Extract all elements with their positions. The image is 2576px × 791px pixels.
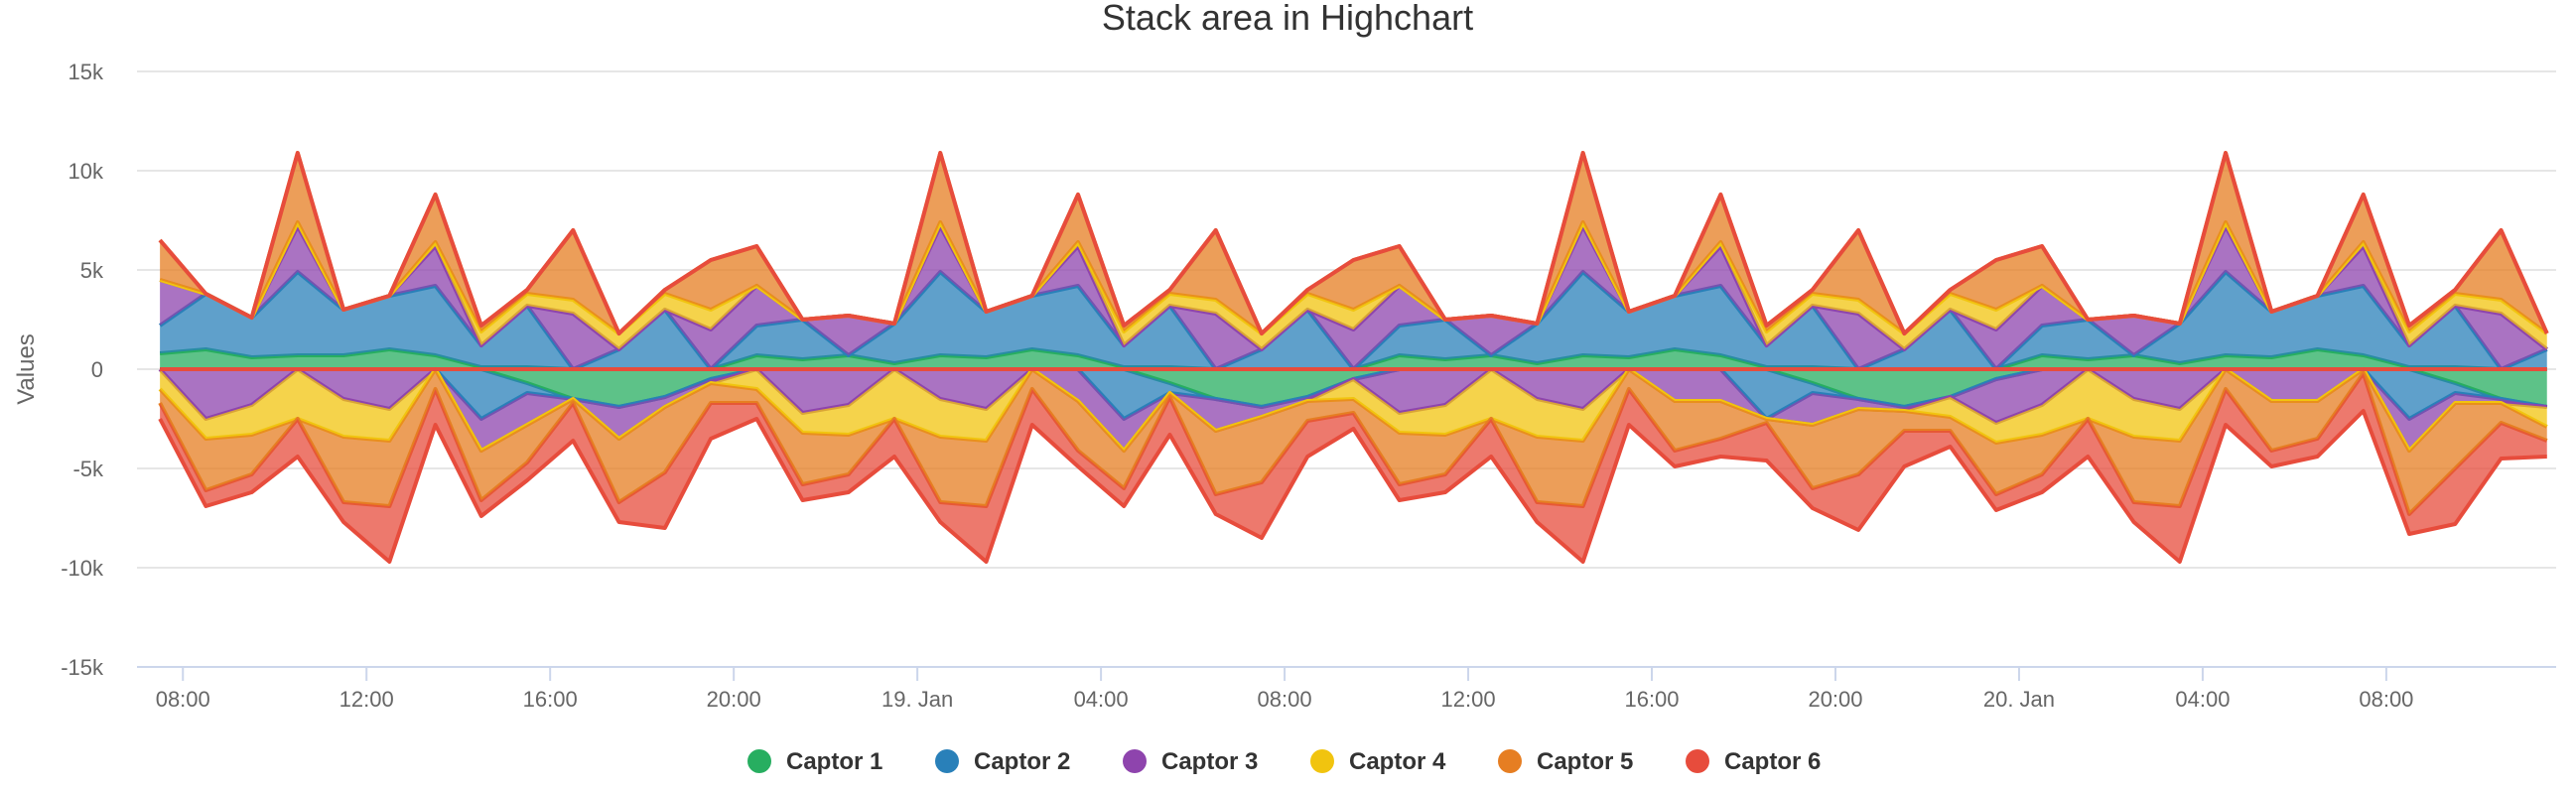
y-tick-label: -15k — [61, 655, 104, 680]
legend-item[interactable]: Captor 3 — [1123, 748, 1258, 775]
legend-marker — [747, 749, 771, 773]
x-tick-label: 20. Jan — [1983, 687, 2055, 712]
x-tick-label: 16:00 — [523, 687, 578, 712]
y-axis-label: Values — [13, 333, 40, 405]
plot-area — [158, 151, 2549, 564]
legend-label: Captor 2 — [974, 748, 1070, 775]
area-neg-4 — [160, 369, 2547, 451]
area-pos-4 — [160, 222, 2547, 349]
y-tick-label: 5k — [80, 258, 104, 283]
legend-label: Captor 5 — [1537, 748, 1633, 775]
x-tick-label: 08:00 — [2359, 687, 2413, 712]
x-tick-label: 20:00 — [707, 687, 761, 712]
x-tick-label: 04:00 — [2175, 687, 2230, 712]
line-neg-6 — [158, 409, 2547, 564]
y-axis: 15k 10k 5k 0 -5k -10k -15k — [61, 60, 104, 680]
y-tick-label: -5k — [72, 457, 104, 481]
line-neg-5 — [158, 371, 2548, 516]
y-tick-label: -10k — [61, 556, 104, 581]
line-neg-4 — [158, 367, 2548, 453]
legend-label: Captor 3 — [1161, 748, 1258, 775]
area-neg-1 — [160, 369, 2547, 407]
line-pos-6 — [158, 151, 2549, 335]
y-tick-label: 10k — [68, 159, 104, 184]
legend-item[interactable]: Captor 2 — [935, 748, 1070, 775]
x-tick-label: 19. Jan — [881, 687, 953, 712]
area-pos-5 — [160, 153, 2547, 333]
legend-marker — [1686, 749, 1709, 773]
area-neg-6 — [160, 373, 2547, 562]
x-tick-label: 08:00 — [156, 687, 210, 712]
area-neg-5 — [160, 369, 2547, 514]
area-pos-3 — [160, 226, 2547, 369]
area-pos-2 — [160, 272, 2547, 369]
legend-item[interactable]: Captor 5 — [1498, 748, 1633, 775]
x-tick-label: 04:00 — [1074, 687, 1129, 712]
legend-marker — [1498, 749, 1522, 773]
x-tick-label: 08:00 — [1258, 687, 1312, 712]
legend: Captor 1 Captor 2 Captor 3 Captor 4 Captor 5… — [747, 748, 1821, 775]
x-tick-label: 12:00 — [339, 687, 394, 712]
y-tick-label: 15k — [68, 60, 104, 84]
legend-item[interactable]: Captor 1 — [747, 748, 882, 775]
legend-marker — [935, 749, 959, 773]
chart-title: Stack area in Highchart — [1102, 0, 1473, 38]
x-tick-label: 16:00 — [1624, 687, 1679, 712]
legend-label: Captor 4 — [1349, 748, 1446, 775]
x-axis: 08:00 12:00 16:00 20:00 19. Jan 04:00 08:00 12:… — [137, 666, 2556, 712]
legend-label: Captor 6 — [1724, 748, 1821, 775]
legend-marker — [1123, 749, 1147, 773]
legend-marker — [1310, 749, 1334, 773]
x-tick-label: 12:00 — [1441, 687, 1496, 712]
area-neg-3 — [160, 369, 2547, 451]
y-tick-label: 0 — [91, 357, 103, 382]
area-pos-1 — [160, 349, 2547, 369]
legend-item[interactable]: Captor 4 — [1310, 748, 1446, 775]
legend-label: Captor 1 — [786, 748, 882, 775]
legend-item[interactable]: Captor 6 — [1686, 748, 1821, 775]
x-tick-label: 20:00 — [1808, 687, 1862, 712]
